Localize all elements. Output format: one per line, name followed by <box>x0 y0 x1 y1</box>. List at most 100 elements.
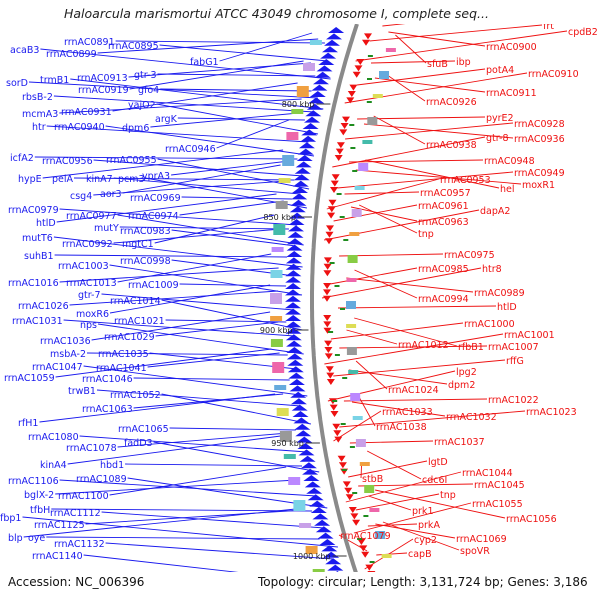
rna-feature <box>352 170 358 172</box>
plus-strand-gene <box>357 539 366 545</box>
label-leader-line <box>122 164 281 194</box>
label-leader-line <box>355 493 440 511</box>
label-leader-line <box>117 253 272 283</box>
left-gene-label: rrnAC0931 <box>61 107 112 118</box>
left-gene-label: rrnAC1100 <box>58 491 109 502</box>
right-gene-label: rrnAC1007 <box>488 342 539 353</box>
minus-strand-gene <box>295 430 312 437</box>
plus-strand-gene <box>345 494 354 501</box>
left-gene-label: fbp1 <box>0 513 21 524</box>
minus-strand-gene <box>320 52 337 59</box>
minus-strand-gene <box>309 500 326 507</box>
cog-feature-block <box>352 416 363 420</box>
position-tick-label: 850 kbp <box>263 213 296 222</box>
label-leader-line <box>346 329 398 345</box>
cog-feature-block <box>270 316 283 321</box>
minus-strand-gene <box>292 180 309 187</box>
label-leader-line <box>383 72 426 102</box>
label-leader-line <box>333 359 506 377</box>
label-leader-line <box>351 401 446 417</box>
plus-strand-gene <box>323 270 332 277</box>
minus-strand-gene <box>285 263 302 270</box>
map-plot: 800 kbp 850 kbp 900 kbp 950 kbp 1000 kbp <box>22 24 568 600</box>
left-gene-label: rrnAC1046 <box>82 374 133 385</box>
left-gene-label: mutY <box>94 223 119 234</box>
plus-strand-gene <box>352 71 361 78</box>
label-leader-line <box>177 117 305 121</box>
label-leader-line <box>154 214 275 244</box>
left-gene-label: rrnAC1080 <box>28 432 79 443</box>
rna-feature <box>349 446 355 448</box>
plus-strand-gene <box>325 366 334 373</box>
left-gene-label: rrnAC0974 <box>128 211 179 222</box>
cog-feature-block <box>348 370 359 374</box>
minus-strand-gene <box>292 187 308 193</box>
position-tick-label: 1000 kbp <box>293 552 331 561</box>
label-leader-line <box>56 193 277 223</box>
left-gene-label: rrnAC1035 <box>98 349 149 360</box>
left-gene-label: htlD <box>36 218 56 229</box>
minus-strand-gene <box>290 398 307 405</box>
label-leader-line <box>147 352 280 368</box>
left-gene-label: argK <box>155 114 178 125</box>
left-gene-label: rrnAC0992 <box>62 239 113 250</box>
minus-strand-gene <box>291 193 308 200</box>
left-gene-label: aor3 <box>100 189 122 200</box>
label-leader-line <box>346 277 474 293</box>
minus-strand-gene <box>293 174 310 181</box>
topology-summary: Topology: circular; Length: 3,131,724 bp… <box>257 575 588 589</box>
label-leader-line <box>355 30 568 62</box>
plus-strand-gene <box>323 315 332 321</box>
right-gene-label: spoVR <box>460 546 490 557</box>
right-gene-label: rrnAC0926 <box>426 97 477 108</box>
left-gene-label: mutT6 <box>22 233 53 244</box>
left-gene-label: oye <box>28 533 45 544</box>
right-gene-label: capB <box>408 549 432 560</box>
left-gene-label: rfH1 <box>18 418 38 429</box>
label-leader-line <box>348 369 448 385</box>
plus-strand-gene <box>323 295 331 302</box>
label-leader-line <box>367 523 418 527</box>
minus-strand-gene <box>315 526 332 533</box>
left-gene-label: fadD3 <box>124 438 153 449</box>
plus-strand-gene <box>323 263 332 270</box>
right-gene-label: rrnAC1001 <box>504 330 555 341</box>
label-leader-line <box>109 284 271 314</box>
label-leader-line <box>382 521 460 551</box>
minus-strand-gene <box>297 443 314 449</box>
minus-strand-gene <box>285 308 302 315</box>
minus-strand-gene <box>305 110 322 117</box>
right-gene-label: rrnAC1023 <box>526 407 577 418</box>
right-gene-label: rrnAC0989 <box>474 288 525 299</box>
cog-feature-block <box>385 48 396 52</box>
backbone-arc <box>310 24 368 600</box>
left-gene-label: rrnAC1065 <box>118 424 169 435</box>
cog-feature-block <box>270 293 282 304</box>
left-gene-label: nps <box>80 320 97 331</box>
cog-feature-block <box>347 255 358 263</box>
label-leader-line <box>355 360 388 390</box>
label-leader-line <box>356 68 486 86</box>
label-leader-line <box>395 34 427 64</box>
left-gene-label: rrnAC1036 <box>40 336 91 347</box>
plus-strand-gene <box>336 142 345 149</box>
cog-feature-block <box>381 554 392 558</box>
label-leader-line <box>46 536 320 540</box>
left-gene-label: rrnAC0940 <box>54 122 105 133</box>
left-gene-label: rrnAC1059 <box>4 373 55 384</box>
label-leader-line <box>330 267 418 285</box>
left-gene-label: rrnAC1125 <box>34 520 85 531</box>
minus-strand-gene <box>286 347 303 353</box>
left-gene-label: gtr-3 <box>134 70 157 81</box>
right-gene-label: rrnAC0949 <box>514 168 565 179</box>
right-gene-label: rrnAC1044 <box>462 468 513 479</box>
cog-feature-block <box>303 63 315 71</box>
right-gene-label: frt <box>543 21 554 32</box>
label-leader-line <box>125 463 303 467</box>
minus-strand-gene <box>303 475 320 481</box>
plus-strand-gene <box>325 238 333 245</box>
plus-strand-gene <box>340 123 349 129</box>
right-gene-label: rrnAC0938 <box>426 140 477 151</box>
label-leader-line <box>59 98 302 114</box>
